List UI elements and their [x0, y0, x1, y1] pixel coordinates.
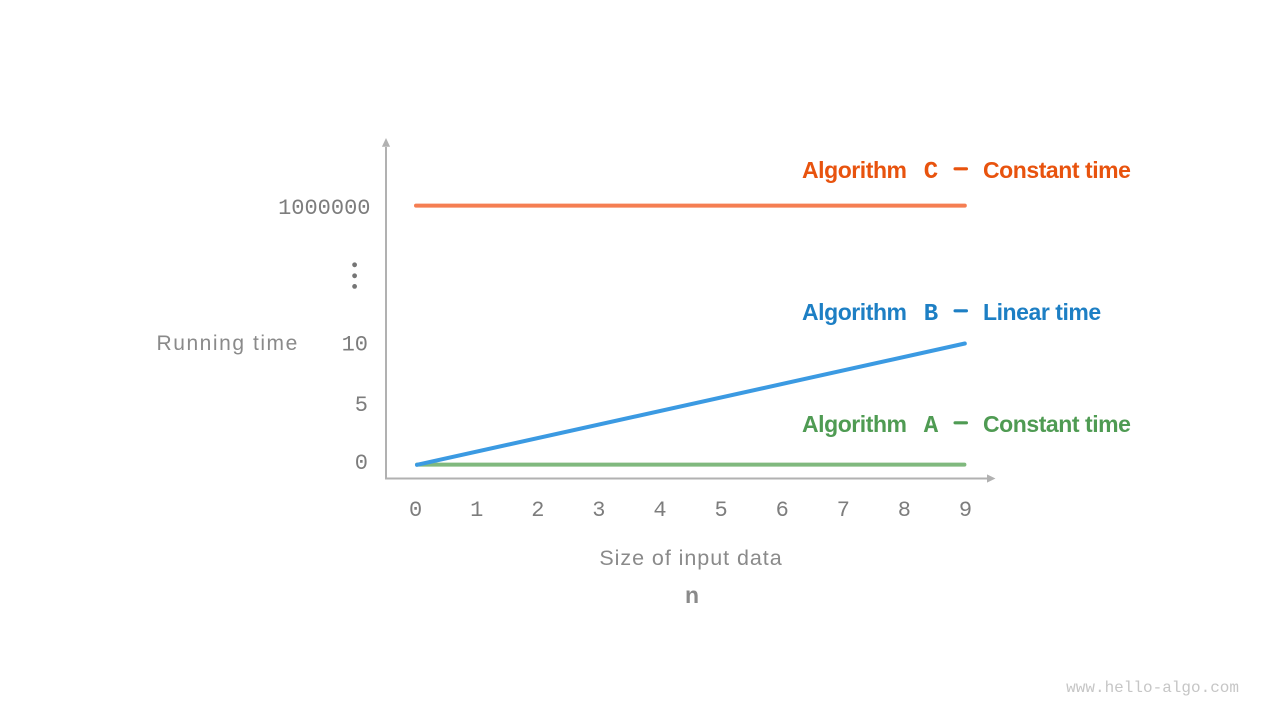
- svg-text:B: B: [924, 301, 938, 328]
- svg-text:Linear time: Linear time: [983, 299, 1101, 325]
- svg-text:C: C: [924, 159, 938, 186]
- svg-text:8: 8: [898, 498, 911, 523]
- svg-text:5: 5: [714, 498, 727, 523]
- svg-text:Constant time: Constant time: [983, 157, 1131, 183]
- svg-text:Algorithm: Algorithm: [802, 411, 907, 437]
- svg-text:7: 7: [837, 498, 850, 523]
- svg-text:Constant time: Constant time: [983, 411, 1131, 437]
- svg-text:3: 3: [592, 498, 605, 523]
- svg-text:9: 9: [959, 498, 972, 523]
- svg-text:1000000: 1000000: [278, 196, 370, 221]
- svg-text:6: 6: [776, 498, 789, 523]
- svg-text:A: A: [924, 413, 939, 440]
- svg-text:Algorithm: Algorithm: [802, 157, 907, 183]
- svg-text:5: 5: [355, 393, 368, 418]
- svg-text:Size of input data: Size of input data: [599, 546, 782, 570]
- svg-text:4: 4: [653, 498, 666, 523]
- svg-text:2: 2: [531, 498, 544, 523]
- svg-text:1: 1: [470, 498, 483, 523]
- svg-text:Running time: Running time: [157, 332, 299, 355]
- svg-text:0: 0: [409, 498, 422, 523]
- svg-text:10: 10: [342, 333, 368, 358]
- svg-text:Algorithm: Algorithm: [802, 299, 907, 325]
- svg-text:n: n: [685, 582, 699, 608]
- svg-text:www.hello-algo.com: www.hello-algo.com: [1066, 679, 1239, 697]
- svg-text:0: 0: [355, 451, 368, 476]
